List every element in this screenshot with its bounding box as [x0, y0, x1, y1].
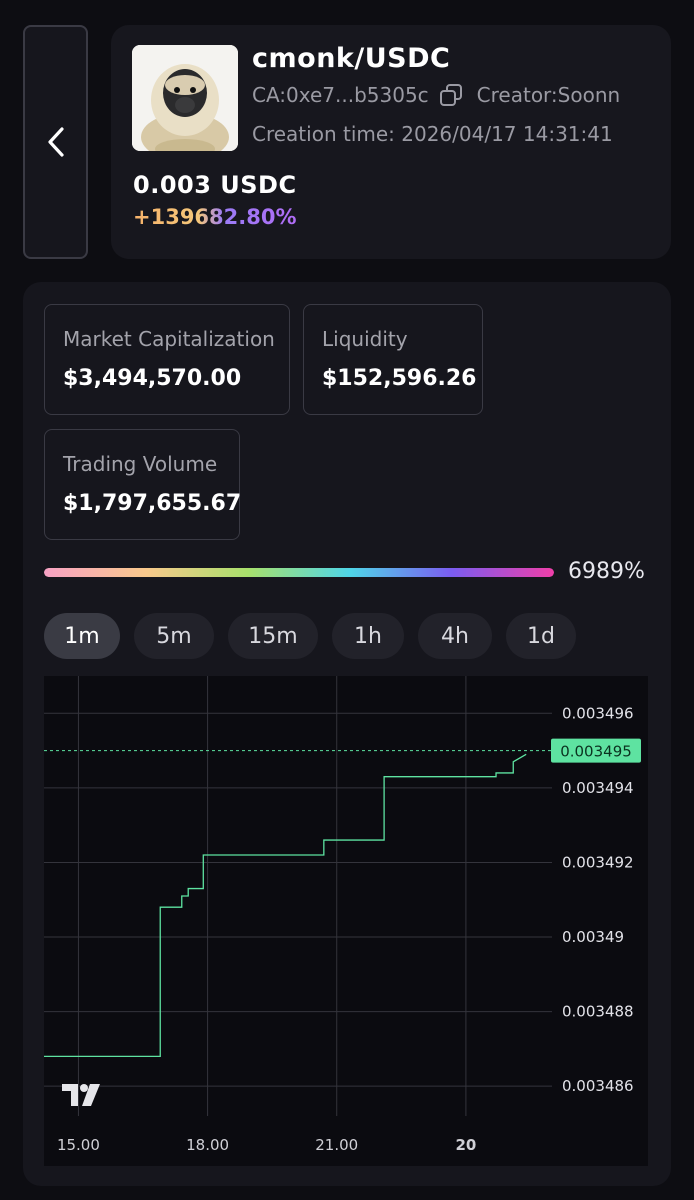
- back-button[interactable]: [23, 25, 88, 259]
- price-change: +139682.80%: [133, 205, 297, 229]
- price-chart[interactable]: 15.00 18.00 21.00 20 0.003496 0.003494 0.00349…: [44, 676, 648, 1166]
- current-price-tag: [551, 738, 641, 763]
- y-tick-label: 0.003492: [562, 853, 634, 871]
- market-cap-label: Market Capitalization: [63, 327, 275, 351]
- volume-card: Trading Volume $1,797,655.67: [44, 429, 242, 540]
- contract-row: CA:0xe7...b5305c Creator:Soonn: [252, 83, 620, 107]
- x-tick-label: 21.00: [315, 1136, 358, 1154]
- chart-svg[interactable]: 15.00 18.00 21.00 20 0.003496 0.003494 0.00349…: [44, 676, 648, 1166]
- chart-background: [44, 676, 648, 1166]
- market-cap-value: $3,494,570.00: [63, 366, 242, 391]
- progress-label: 6989%: [568, 559, 645, 584]
- stats-panel: Market Capitalization $3,494,570.00 Liqu…: [23, 282, 671, 1186]
- chevron-left-icon: [47, 127, 64, 157]
- tab-4h[interactable]: 4h: [418, 613, 492, 659]
- y-tick-label: 0.003494: [562, 779, 634, 797]
- creation-time: Creation time: 2026/04/17 14:31:41: [252, 122, 613, 146]
- price-series-line: [44, 753, 527, 1057]
- tab-5m[interactable]: 5m: [134, 613, 214, 659]
- tab-1m[interactable]: 1m: [44, 613, 120, 659]
- contract-address: CA:0xe7...b5305c: [252, 83, 429, 107]
- copy-icon[interactable]: [439, 83, 463, 107]
- y-tick-label: 0.003496: [562, 704, 634, 722]
- volume-value: $1,797,655.67: [63, 491, 242, 516]
- progress-bar: [44, 568, 554, 577]
- timeframe-tabs: 1m 5m 15m 1h 4h 1d: [44, 613, 576, 659]
- creator-label: Creator:Soonn: [476, 83, 621, 107]
- tradingview-logo-icon: [62, 1084, 100, 1106]
- tab-1d[interactable]: 1d: [506, 613, 576, 659]
- token-header-card: cmonk/USDC CA:0xe7...b5305c Creator:Soon…: [111, 25, 671, 259]
- y-tick-label: 0.00349: [562, 928, 624, 946]
- x-tick-label: 15.00: [57, 1136, 100, 1154]
- tab-1h[interactable]: 1h: [332, 613, 404, 659]
- token-price: 0.003 USDC: [133, 171, 297, 199]
- liquidity-card: Liquidity $152,596.26: [303, 304, 483, 415]
- market-cap-card: Market Capitalization $3,494,570.00: [44, 304, 290, 415]
- liquidity-label: Liquidity: [322, 327, 408, 351]
- y-tick-label: 0.003488: [562, 1003, 634, 1021]
- y-tick-label: 0.003486: [562, 1077, 634, 1095]
- volume-label: Trading Volume: [63, 452, 218, 476]
- x-tick-label: 18.00: [186, 1136, 229, 1154]
- current-price-label: 0.003495: [560, 743, 632, 761]
- tab-15m[interactable]: 15m: [228, 613, 318, 659]
- token-avatar: [132, 45, 238, 151]
- progress-fill: [44, 568, 554, 577]
- pair-title: cmonk/USDC: [252, 43, 451, 74]
- liquidity-value: $152,596.26: [322, 366, 477, 391]
- x-tick-label: 20: [455, 1136, 476, 1154]
